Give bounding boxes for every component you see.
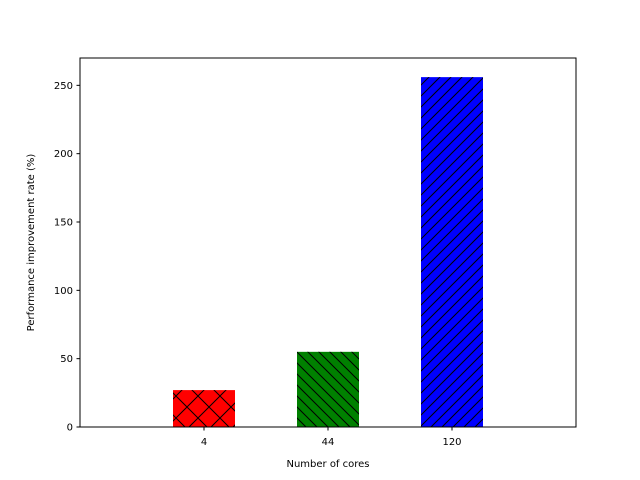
x-tick-label: 44 bbox=[322, 437, 335, 448]
bar-hatch-44 bbox=[297, 351, 359, 427]
plot-frame bbox=[79, 57, 577, 428]
x-axis-label: Number of cores bbox=[286, 459, 369, 470]
bar-hatch-4 bbox=[173, 390, 235, 427]
y-tick-label: 150 bbox=[54, 218, 73, 229]
bars-group bbox=[173, 77, 483, 427]
x-tick-label: 120 bbox=[442, 437, 461, 448]
y-tick-label: 250 bbox=[54, 81, 73, 92]
x-axis-ticks: 4 44 120 bbox=[201, 427, 462, 448]
y-axis-ticks: 0 50 100 150 200 250 bbox=[54, 81, 80, 434]
y-tick-label: 200 bbox=[54, 149, 73, 160]
y-tick-label: 0 bbox=[67, 423, 73, 434]
y-tick-label: 100 bbox=[54, 286, 73, 297]
y-tick-label: 50 bbox=[60, 354, 73, 365]
bar-hatch-120 bbox=[421, 77, 483, 427]
y-axis-label: Performance improvement rate (%) bbox=[26, 154, 37, 332]
x-tick-label: 4 bbox=[201, 437, 207, 448]
